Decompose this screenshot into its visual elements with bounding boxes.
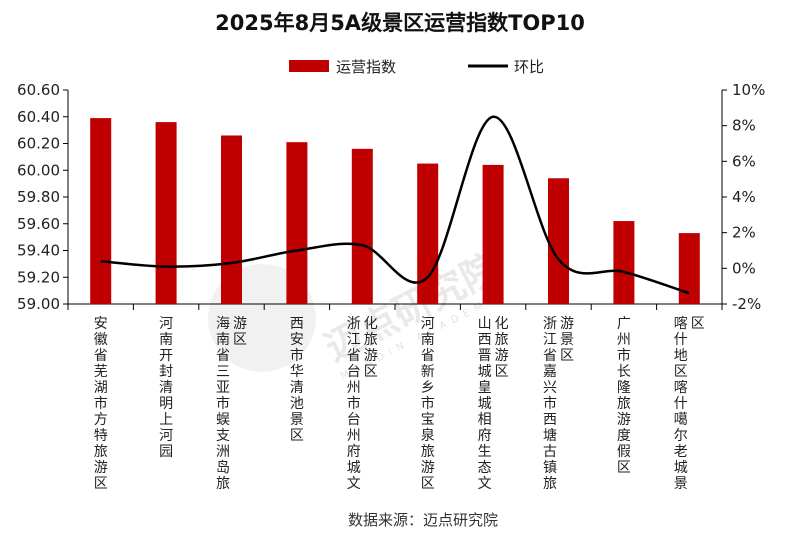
y-right-tick-label: 8% [732, 117, 756, 135]
bar [90, 118, 112, 305]
x-category-label: 安徽省芜湖市方特旅游区 [94, 316, 108, 492]
x-category-label: 山西晋城皇城相府生态文化旅游区 [478, 316, 509, 492]
y-left-tick-label: 60.20 [17, 135, 60, 153]
x-category-label: 浙江省嘉兴市西塘古镇旅游景区 [543, 316, 574, 492]
plot-area: 59.00 59.20 59.40 59.60 59.80 60.00 60.20 60.40… [17, 81, 765, 492]
x-category-label: 喀什地区喀什噶尔老城景区 [674, 316, 705, 492]
y-right-tick-label: 0% [732, 259, 756, 277]
bar [351, 148, 373, 304]
y-left-tick-label: 59.00 [17, 295, 60, 313]
y-right-tick-label: 4% [732, 188, 756, 206]
y-left-tick-label: 59.20 [17, 268, 60, 286]
y-left-tick-label: 60.60 [17, 81, 60, 99]
x-category-label: 海南省三亚市蜈支洲岛旅游区 [216, 316, 247, 492]
y-left-tick-label: 60.00 [17, 161, 60, 179]
legend-swatch-bar [289, 60, 329, 72]
y-right-tick-label: -2% [732, 295, 761, 313]
bar [613, 221, 635, 304]
x-category-label: 浙江省台州市台州府城文化旅游区 [347, 316, 378, 492]
bar [482, 164, 504, 304]
bar [155, 122, 177, 304]
y-right-tick-label: 10% [732, 81, 765, 99]
bar [221, 135, 242, 304]
y-right-tick-label: 2% [732, 224, 756, 242]
x-category-label: 广州市长隆旅游度假区 [617, 316, 631, 476]
bar [678, 233, 700, 304]
legend: 运营指数 环比 [289, 58, 544, 76]
legend-label-line: 环比 [514, 58, 544, 76]
y-left-tick-label: 59.60 [17, 215, 60, 233]
source-note: 数据来源：迈点研究院 [348, 511, 498, 529]
y-right-tick-label: 6% [732, 152, 756, 170]
bar [548, 178, 569, 304]
legend-label-bar: 运营指数 [336, 58, 396, 76]
bar [286, 142, 308, 304]
x-category-label: 西安市华清池景区 [290, 316, 304, 444]
y-left-tick-label: 59.40 [17, 242, 60, 260]
chart-title: 2025年8月5A级景区运营指数TOP10 [215, 11, 585, 35]
x-category-label: 河南开封清明上河园 [159, 316, 173, 460]
y-left-tick-label: 59.80 [17, 188, 60, 206]
y-left-tick-label: 60.40 [17, 108, 60, 126]
x-category-label: 河南省新乡市宝泉旅游区 [421, 316, 435, 492]
line-series-mom [100, 115, 690, 295]
